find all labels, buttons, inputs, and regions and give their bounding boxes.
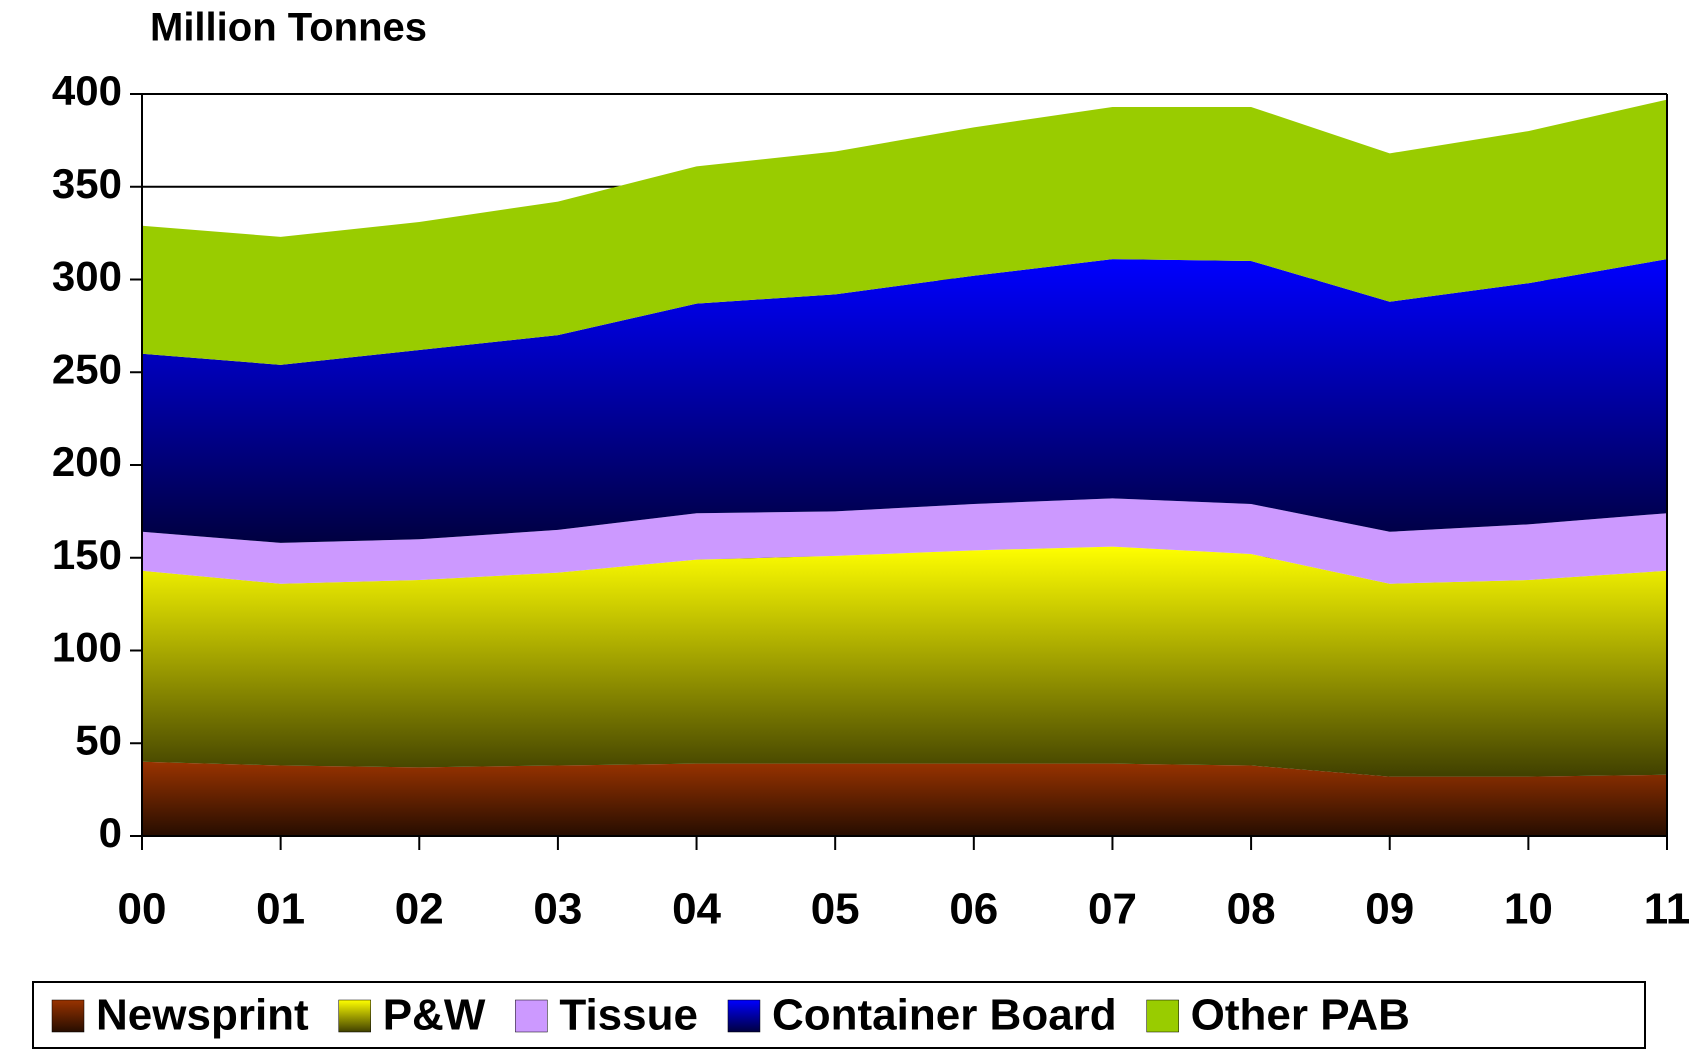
area	[142, 99, 1667, 365]
legend-swatch	[727, 999, 761, 1033]
legend-label: Newsprint	[96, 991, 309, 1040]
y-axis-title: Million Tonnes	[150, 6, 427, 50]
y-tick-label: 100	[52, 624, 122, 671]
legend-label: Container Board	[772, 991, 1117, 1040]
legend-swatch	[515, 999, 548, 1033]
y-tick-label: 300	[52, 253, 122, 300]
x-tick-label: 02	[395, 885, 444, 934]
area	[142, 259, 1667, 543]
x-tick-label: 09	[1365, 885, 1414, 934]
legend-label: Other PAB	[1191, 991, 1410, 1040]
x-tick-label: 11	[1644, 885, 1691, 934]
legend-swatch	[1146, 999, 1179, 1033]
x-tick-label: 08	[1227, 885, 1276, 934]
x-tick-label: 00	[118, 885, 167, 934]
area	[142, 498, 1667, 584]
x-tick-label: 07	[1088, 885, 1137, 934]
x-tick-label: 05	[811, 885, 860, 934]
legend-label: P&W	[383, 991, 486, 1040]
area	[142, 761, 1667, 836]
legend-label: Tissue	[559, 991, 698, 1040]
y-tick-label: 0	[99, 809, 122, 856]
y-tick-label: 350	[52, 160, 122, 207]
y-tick-label: 200	[52, 438, 122, 485]
y-tick-label: 250	[52, 345, 122, 392]
legend-swatch	[338, 999, 371, 1033]
y-tick-label: 50	[75, 716, 122, 763]
area	[142, 546, 1667, 777]
legend-box	[32, 981, 1646, 1049]
x-tick-label: 01	[256, 885, 305, 934]
y-tick-label: 150	[52, 531, 122, 578]
y-tick-label: 400	[52, 67, 122, 114]
x-tick-label: 10	[1504, 885, 1553, 934]
legend-swatch	[51, 999, 85, 1033]
x-tick-label: 03	[533, 885, 582, 934]
x-tick-label: 04	[672, 885, 721, 934]
x-tick-label: 06	[949, 885, 998, 934]
